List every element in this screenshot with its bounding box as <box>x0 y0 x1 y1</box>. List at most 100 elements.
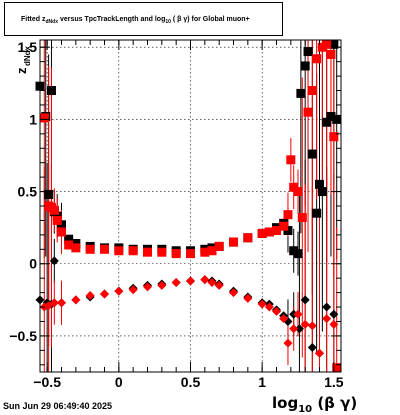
data-point-square <box>326 49 336 59</box>
title-middle: versus TpcTrackLength and log <box>58 16 166 23</box>
data-point-square <box>317 187 327 197</box>
title-sub2: 10 <box>165 19 171 25</box>
data-point-square <box>332 363 342 373</box>
data-point-diamond <box>322 302 332 312</box>
data-point-square <box>100 244 109 254</box>
data-point-square <box>303 47 313 57</box>
data-point-square <box>279 221 289 231</box>
y-tick-label: 0 <box>29 256 37 272</box>
data-point-square <box>39 113 49 123</box>
data-point-square <box>214 241 224 251</box>
data-point-square <box>49 205 59 215</box>
data-point-square <box>286 155 296 165</box>
data-point-square <box>57 227 66 237</box>
data-point-square <box>243 233 253 243</box>
data-point-diamond <box>200 275 210 285</box>
data-point-square <box>297 213 307 223</box>
data-point-diamond <box>71 295 81 305</box>
x-axis-label-sub: 10 <box>298 404 313 415</box>
axis-tick-labels: −0.5 0 0.5 1 1.5 −0.5 0 0.5 1 1.5 <box>9 39 343 390</box>
data-point-diamond <box>294 324 304 334</box>
data-point-square <box>64 240 74 250</box>
data-point-diamond <box>283 338 293 348</box>
x-tick-label: 0.5 <box>181 374 201 390</box>
data-point-square <box>307 86 317 96</box>
data-point-square <box>64 234 74 244</box>
data-point-diamond <box>272 306 281 316</box>
data-point-square <box>171 249 181 259</box>
data-point-square <box>71 243 81 253</box>
data-point-square <box>85 244 95 254</box>
data-point-square <box>264 227 274 237</box>
data-point-diamond <box>157 280 167 290</box>
data-point-square <box>326 112 336 122</box>
data-point-diamond <box>329 309 339 319</box>
y-axis-label: z dNdx <box>14 45 32 74</box>
data-point-diamond <box>322 314 332 324</box>
chart-title: Fitted zdNdx versus TpcTrackLength and l… <box>4 2 283 36</box>
data-point-square <box>207 246 217 256</box>
data-point-square <box>322 39 332 49</box>
y-axis-label-sub: dNdx <box>23 45 32 66</box>
title-prefix: Fitted z <box>21 16 46 23</box>
data-point-diamond <box>329 319 339 329</box>
axis-ticks <box>40 40 341 372</box>
data-point-square <box>44 189 54 199</box>
data-point-diamond <box>315 348 324 358</box>
data-point-square <box>272 226 281 236</box>
data-point-square <box>322 117 332 127</box>
data-point-diamond <box>264 302 274 312</box>
x-tick-label: 1.5 <box>324 374 344 390</box>
data-point-diamond <box>289 324 299 334</box>
y-tick-label: 1 <box>29 111 37 127</box>
x-axis-label-main: log <box>272 394 299 412</box>
data-point-diamond <box>49 256 59 266</box>
data-point-diamond <box>49 298 59 308</box>
title-suffix: ( β γ) for Global muon+ <box>170 16 250 23</box>
x-axis-label-tail: (β γ) <box>312 394 358 412</box>
data-point-square <box>128 246 138 256</box>
data-point-square <box>186 249 195 259</box>
data-point-square <box>312 54 322 64</box>
y-axis-label-main: z <box>14 67 29 74</box>
y-tick-label: 1.5 <box>18 39 38 55</box>
x-axis-label: log10 (β γ) <box>272 394 357 415</box>
title-sub1: dNdx <box>45 19 59 25</box>
data-point-diamond <box>243 293 253 303</box>
data-point-square <box>303 107 313 117</box>
plot-frame <box>39 39 342 373</box>
data-point-square <box>200 247 210 257</box>
data-point-diamond <box>293 309 303 319</box>
data-point-square <box>114 246 124 256</box>
x-tick-label: 0 <box>115 374 123 390</box>
x-tick-label: −0.5 <box>33 374 61 390</box>
data-point-square <box>283 210 293 220</box>
data-point-square <box>46 86 56 96</box>
data-point-square <box>293 249 303 259</box>
data-point-diamond <box>229 288 238 298</box>
error-bars <box>39 40 338 372</box>
data-point-square <box>143 247 152 257</box>
data-point-square <box>307 149 317 159</box>
grid-lines <box>40 40 341 372</box>
x-tick-label: 1 <box>258 374 266 390</box>
data-point-square <box>257 228 267 238</box>
data-point-diamond <box>279 314 289 324</box>
data-point-square <box>315 179 324 189</box>
data-point-square <box>296 88 306 98</box>
data-point-diamond <box>307 321 317 331</box>
data-point-square <box>312 208 322 218</box>
data-point-diamond <box>257 299 267 309</box>
data-point-square <box>157 247 167 257</box>
data-point-diamond <box>171 278 181 288</box>
timestamp: Sun Jun 29 06:49:40 2025 <box>3 401 113 411</box>
data-point-diamond <box>300 295 310 305</box>
data-point-diamond <box>128 285 138 295</box>
data-point-square <box>329 132 339 142</box>
data-point-square <box>52 215 62 225</box>
data-point-diamond <box>186 276 195 286</box>
data-point-square <box>229 237 238 247</box>
data-point-diamond <box>143 282 152 292</box>
data-markers <box>35 39 342 373</box>
